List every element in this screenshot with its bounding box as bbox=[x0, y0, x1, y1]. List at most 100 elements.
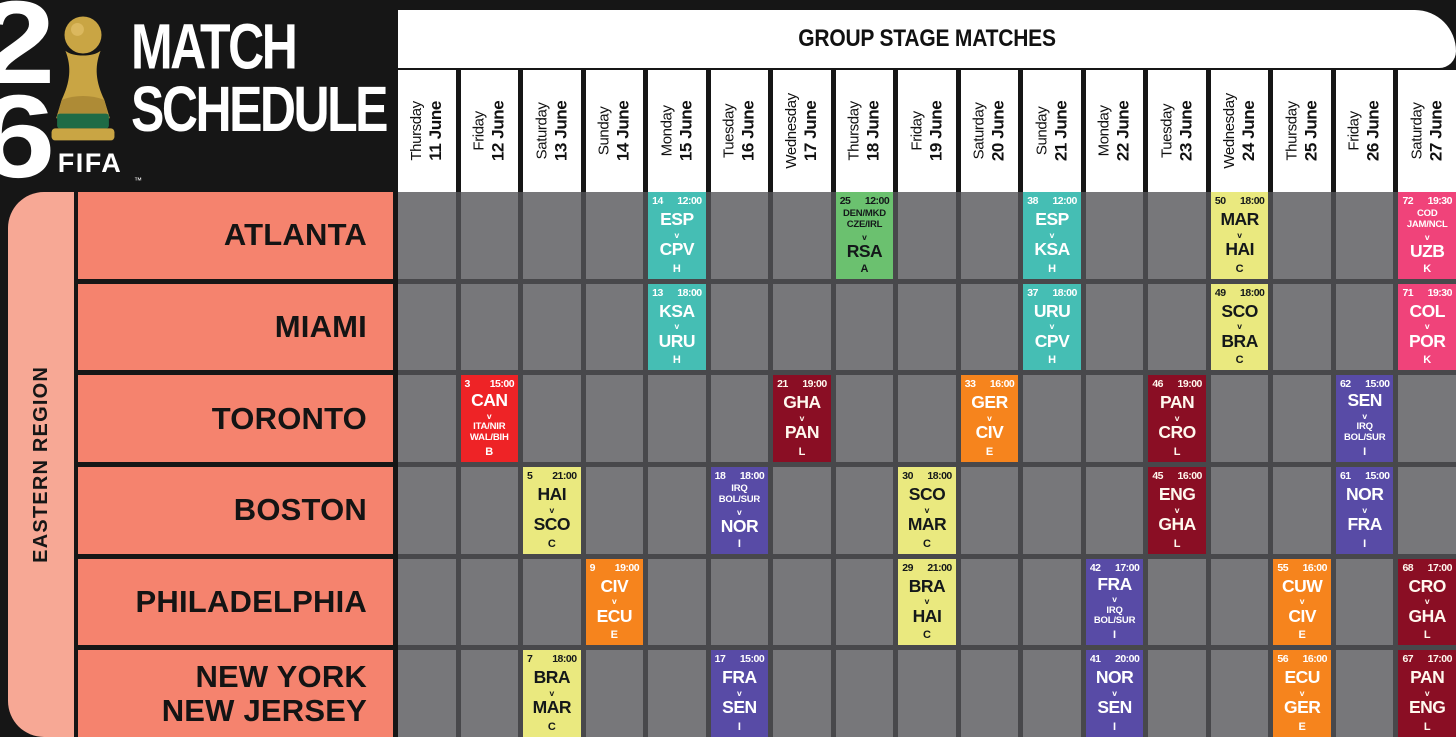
date-header-20-june: Saturday 20 June bbox=[960, 70, 1019, 192]
match-teams: BRA v MAR bbox=[527, 669, 577, 717]
empty-day-cell bbox=[1398, 466, 1456, 554]
match-number: 18 bbox=[714, 469, 726, 482]
eastern-region-sidebar: EASTERN REGION bbox=[8, 192, 74, 737]
match-cell-5[interactable]: 5 21:00 HAI v SCO C bbox=[523, 466, 581, 554]
match-cell-61[interactable]: 61 15:00 NOR v FRA I bbox=[1335, 466, 1394, 554]
empty-day-cell bbox=[898, 283, 956, 371]
match-header: 5 21:00 bbox=[527, 470, 577, 482]
match-cell-17[interactable]: 17 15:00 FRA v SEN I bbox=[710, 650, 769, 737]
match-cell-71[interactable]: 71 19:30 COL v POR K bbox=[1398, 283, 1456, 371]
match-cell-29[interactable]: 29 21:00 BRA v HAI C bbox=[898, 558, 956, 646]
away-team: GER bbox=[1283, 697, 1321, 718]
match-cell-41[interactable]: 41 20:00 NOR v SEN I bbox=[1085, 650, 1144, 737]
date-label: Wednesday 24 June bbox=[1220, 93, 1258, 169]
group-letter: L bbox=[798, 445, 806, 458]
match-teams: CUW v CIV bbox=[1277, 577, 1327, 626]
match-cell-50[interactable]: 50 18:00 MAR v HAI C bbox=[1210, 192, 1269, 279]
empty-day-cell bbox=[1085, 283, 1144, 371]
empty-day-cell bbox=[1273, 192, 1331, 279]
match-cell-7[interactable]: 7 18:00 BRA v MAR C bbox=[523, 650, 581, 737]
match-number: 67 bbox=[1402, 653, 1414, 666]
versus-label: v bbox=[611, 596, 617, 607]
versus-label: v bbox=[674, 229, 680, 240]
empty-day-cell bbox=[523, 283, 581, 371]
match-cell-18[interactable]: 18 18:00 IRQ BOL/SUR v NOR I bbox=[710, 466, 769, 554]
away-team: CIV bbox=[1288, 605, 1317, 626]
group-letter: I bbox=[1113, 629, 1117, 642]
match-teams: SCO v BRA bbox=[1215, 302, 1265, 351]
group-letter: C bbox=[1235, 262, 1244, 275]
match-cell-55[interactable]: 55 16:00 CUW v CIV E bbox=[1273, 558, 1331, 646]
empty-day-cell bbox=[1023, 650, 1081, 737]
match-teams: CAN v ITA/NIR WAL/BIH bbox=[465, 392, 515, 444]
match-cell-37[interactable]: 37 18:00 URU v CPV H bbox=[1023, 283, 1081, 371]
match-teams: KSA v URU bbox=[652, 302, 702, 351]
empty-day-cell bbox=[585, 283, 644, 371]
day-name: Thursday bbox=[407, 101, 425, 161]
group-letter: K bbox=[1423, 262, 1432, 275]
match-cell-25[interactable]: 25 12:00 DEN/MKD CZE/IRL v RSA A bbox=[835, 192, 894, 279]
match-time: 17:00 bbox=[1114, 561, 1140, 574]
match-cell-42[interactable]: 42 17:00 FRA v IRQ BOL/SUR I bbox=[1085, 558, 1144, 646]
day-date: 19 June bbox=[925, 100, 945, 162]
group-stage-banner: GROUP STAGE MATCHES bbox=[398, 10, 1456, 68]
empty-day-cell bbox=[960, 558, 1019, 646]
away-team: ITA/NIR WAL/BIH bbox=[469, 421, 509, 444]
match-number: 17 bbox=[714, 653, 726, 666]
match-teams: FRA v IRQ BOL/SUR bbox=[1090, 573, 1140, 628]
match-teams: SEN v IRQ BOL/SUR bbox=[1340, 392, 1390, 444]
empty-day-cell bbox=[460, 558, 519, 646]
home-team: FRA bbox=[1097, 573, 1132, 594]
match-cell-30[interactable]: 30 18:00 SCO v MAR C bbox=[898, 466, 956, 554]
match-number: 37 bbox=[1027, 286, 1038, 299]
match-cell-13[interactable]: 13 18:00 KSA v URU H bbox=[648, 283, 706, 371]
day-date: 27 June bbox=[1426, 100, 1446, 162]
match-cell-67[interactable]: 67 17:00 PAN v ENG L bbox=[1398, 650, 1456, 737]
date-header-23-june: Tuesday 23 June bbox=[1148, 70, 1206, 192]
group-letter: L bbox=[1173, 445, 1181, 458]
date-header-27-june: Saturday 27 June bbox=[1398, 70, 1456, 192]
empty-day-cell bbox=[398, 558, 456, 646]
date-header-24-june: Wednesday 24 June bbox=[1210, 70, 1269, 192]
date-label: Tuesday 23 June bbox=[1158, 101, 1195, 162]
match-cell-46[interactable]: 46 19:00 PAN v CRO L bbox=[1148, 375, 1206, 462]
match-header: 30 18:00 bbox=[902, 470, 952, 482]
date-label: Friday 12 June bbox=[470, 101, 507, 162]
versus-label: v bbox=[987, 412, 992, 423]
away-team: BRA bbox=[1221, 330, 1258, 351]
match-number: 56 bbox=[1277, 653, 1289, 666]
match-header: 68 17:00 bbox=[1402, 562, 1452, 574]
home-team: URU bbox=[1033, 300, 1071, 321]
match-cell-45[interactable]: 45 16:00 ENG v GHA L bbox=[1148, 466, 1206, 554]
empty-day-cell bbox=[710, 558, 769, 646]
match-cell-56[interactable]: 56 16:00 ECU v GER E bbox=[1273, 650, 1331, 737]
match-header: 29 21:00 bbox=[902, 562, 952, 574]
day-date: 14 June bbox=[613, 100, 633, 162]
match-number: 33 bbox=[964, 378, 976, 391]
match-cell-33[interactable]: 33 16:00 GER v CIV E bbox=[960, 375, 1019, 462]
city-label-miami: MIAMI bbox=[78, 283, 393, 371]
match-teams: ESP v KSA bbox=[1027, 211, 1077, 259]
day-name: Wednesday bbox=[1220, 93, 1238, 169]
match-time: 21:00 bbox=[552, 469, 577, 482]
schedule-grid: 14 12:00 ESP v CPV H 25 12:00 DEN/MKD CZE/IRL v RS… bbox=[398, 192, 1456, 737]
match-cell-38[interactable]: 38 12:00 ESP v KSA H bbox=[1023, 192, 1081, 279]
match-cell-21[interactable]: 21 19:00 GHA v PAN L bbox=[773, 375, 831, 462]
city-label-philadelphia: PHILADELPHIA bbox=[78, 558, 393, 646]
match-cell-3[interactable]: 3 15:00 CAN v ITA/NIR WAL/BIH B bbox=[460, 375, 519, 462]
home-team: SCO bbox=[908, 484, 946, 505]
empty-day-cell bbox=[960, 650, 1019, 737]
group-letter: I bbox=[737, 537, 741, 550]
match-cell-62[interactable]: 62 15:00 SEN v IRQ BOL/SUR I bbox=[1335, 375, 1394, 462]
date-header-26-june: Friday 26 June bbox=[1335, 70, 1394, 192]
day-date: 20 June bbox=[988, 100, 1008, 162]
match-cell-49[interactable]: 49 18:00 SCO v BRA C bbox=[1210, 283, 1269, 371]
match-cell-9[interactable]: 9 19:00 CIV v ECU E bbox=[585, 558, 644, 646]
match-cell-14[interactable]: 14 12:00 ESP v CPV H bbox=[648, 192, 706, 279]
title-line-match: MATCH bbox=[131, 10, 298, 83]
group-stage-banner-label: GROUP STAGE MATCHES bbox=[798, 25, 1056, 52]
date-header-25-june: Thursday 25 June bbox=[1273, 70, 1331, 192]
group-letter: H bbox=[672, 354, 681, 367]
match-cell-72[interactable]: 72 19:30 COD JAM/NCL v UZB K bbox=[1398, 192, 1456, 279]
match-cell-68[interactable]: 68 17:00 CRO v GHA L bbox=[1398, 558, 1456, 646]
